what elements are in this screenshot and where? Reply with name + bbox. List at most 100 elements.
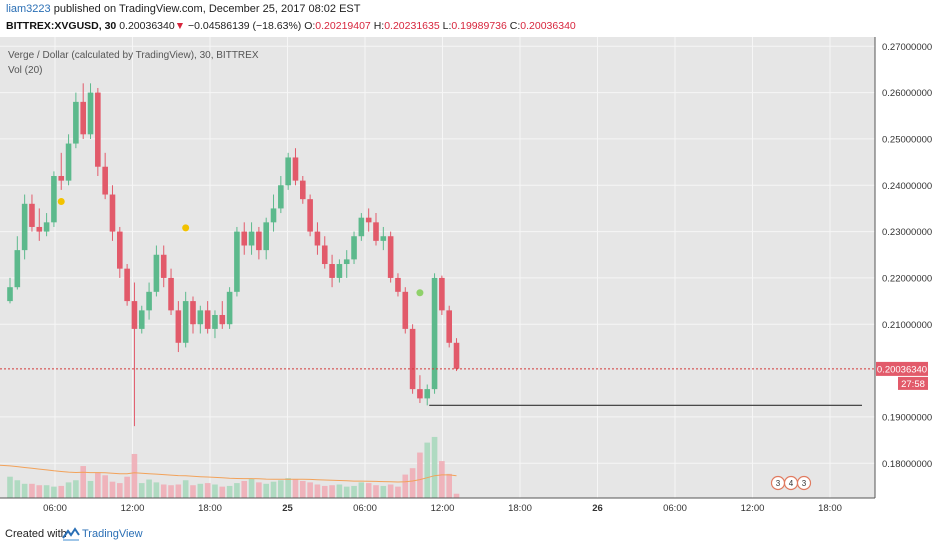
candle-body (365, 217, 372, 223)
candle-body (87, 92, 94, 135)
time-axis-labels: 06:00 12:00 18:00 25 06:00 12:00 18:00 26 06:00 1… (43, 503, 842, 514)
volume-bar (73, 480, 79, 498)
volume-bar (431, 436, 438, 498)
current-price-tag-text: 0.20036340 (877, 364, 927, 375)
created-with-label: Created with (5, 528, 67, 540)
volume-bar (80, 466, 86, 498)
candle-body (131, 301, 138, 329)
high-value: 0.20231635 (384, 20, 440, 32)
current-price-tag (876, 361, 928, 376)
time-tick-label: 12:00 (741, 503, 765, 514)
price-tick-label: 0.22000000 (882, 273, 932, 284)
candle-body (102, 166, 108, 195)
volume-bar (446, 473, 452, 498)
candle-body (117, 231, 123, 269)
plot-area[interactable] (0, 37, 875, 498)
candle-body (402, 291, 409, 329)
candle-body (146, 291, 152, 311)
volume-bar (234, 483, 240, 498)
time-tick-label: 26 (592, 503, 603, 514)
volume-bar (226, 485, 233, 498)
event-marker-count: 4 (789, 479, 794, 488)
tradingview-logo-icon[interactable] (62, 527, 80, 541)
close-value: 0.20036340 (520, 20, 576, 32)
candle-body (58, 175, 65, 181)
candle-body (226, 291, 233, 325)
volume-bar (175, 484, 182, 498)
volume-bar (395, 486, 401, 498)
volume-bar (439, 461, 445, 498)
volume-bar (29, 483, 35, 498)
candle-body (453, 342, 460, 369)
time-tick-label: 06:00 (663, 503, 687, 514)
volume-bar (58, 485, 65, 498)
signal-dot (182, 224, 190, 232)
time-axis[interactable] (0, 498, 875, 519)
price-tick-label: 0.21000000 (882, 320, 932, 331)
event-marker-count: 3 (776, 479, 781, 488)
volume-bar (43, 485, 50, 498)
candle-body (212, 314, 218, 329)
volume-bar (21, 483, 28, 498)
candle-body (80, 101, 86, 135)
volume-bar (212, 484, 218, 498)
candle-body (409, 328, 416, 390)
tradingview-link[interactable]: TradingView (82, 528, 143, 540)
volume-bar (87, 480, 94, 498)
symbol-label: BITTREX:XVGUSD, 30 (6, 20, 117, 32)
indicator-label: Vol (20) (8, 65, 42, 76)
candle-body (300, 180, 306, 200)
volume-bar (321, 485, 328, 498)
candle-body (43, 222, 50, 232)
candle-body (36, 226, 43, 232)
volume-bar (14, 480, 21, 498)
volume-bar (7, 476, 13, 498)
candle-body (138, 310, 145, 329)
volume-bar (190, 485, 196, 498)
volume-bar (402, 474, 409, 498)
quote-line: BITTREX:XVGUSD, 30 0.20036340▼ −0.045861… (6, 20, 576, 32)
price-axis[interactable] (875, 37, 932, 519)
low-label: L: (442, 20, 452, 32)
volume-bar (117, 483, 123, 498)
time-tick-label: 18:00 (508, 503, 532, 514)
signal-dot (57, 197, 65, 205)
candlestick-chart[interactable]: Verge / Dollar (calculated by TradingVie… (0, 37, 932, 519)
event-marker (796, 475, 812, 491)
candle-body (329, 264, 335, 278)
candle-body (395, 277, 401, 292)
volume-bar (146, 479, 152, 498)
volume-bar (109, 481, 116, 498)
volume-bar (153, 482, 160, 498)
volume-bar (336, 484, 343, 498)
volume-bar (270, 481, 277, 498)
volume-bar (160, 484, 167, 498)
candle-body (175, 310, 182, 343)
candle-body (373, 222, 379, 241)
candle-body (14, 250, 21, 288)
volume-bar (373, 485, 379, 498)
volume-bar (365, 483, 372, 498)
volume-bar (380, 485, 387, 498)
volume-bar (182, 480, 189, 498)
candle-body (292, 157, 299, 181)
candle-body (109, 194, 116, 232)
last-price: 0.20036340 (119, 20, 175, 32)
footer: Created with TradingView (0, 519, 932, 550)
volume-bar (300, 480, 306, 498)
candle-body (380, 236, 387, 241)
time-tick-label: 06:00 (353, 503, 377, 514)
candle-body (124, 268, 130, 302)
price-tick-label: 0.23000000 (882, 227, 932, 238)
price-tick-label: 0.25000000 (882, 134, 932, 145)
volume-bar (102, 475, 108, 498)
volume-bar (329, 485, 335, 498)
volume-bar (131, 453, 138, 498)
candle-body (241, 231, 248, 246)
candle-body (285, 157, 291, 186)
candle-body (358, 217, 365, 237)
author-link[interactable]: liam3223 (6, 3, 51, 15)
candle-body (95, 92, 101, 167)
volume-bar (248, 478, 255, 498)
